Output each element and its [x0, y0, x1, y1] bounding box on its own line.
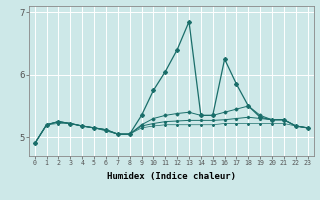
X-axis label: Humidex (Indice chaleur): Humidex (Indice chaleur) — [107, 172, 236, 181]
